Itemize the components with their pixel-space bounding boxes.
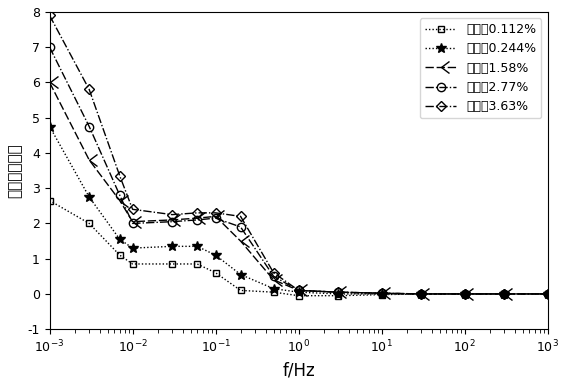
- 含水率1.58%: [295, 288, 302, 293]
- Line: 含水率1.58%: 含水率1.58%: [44, 77, 553, 300]
- 含水率3.63%: [117, 174, 123, 178]
- 含水率0.244%: [544, 291, 551, 296]
- 含水率3.63%: [335, 290, 342, 295]
- 含水率2.77%: [544, 291, 551, 296]
- 含水率0.244%: [418, 291, 424, 296]
- 含水率0.112%: [117, 253, 123, 257]
- Legend: 含水率0.112%, 含水率0.244%, 含水率1.58%, 含水率2.77%, 含水率3.63%: 含水率0.112%, 含水率0.244%, 含水率1.58%, 含水率2.77%…: [420, 18, 541, 118]
- Line: 含水率0.244%: 含水率0.244%: [45, 122, 552, 299]
- X-axis label: f/Hz: f/Hz: [282, 361, 315, 379]
- Line: 含水率2.77%: 含水率2.77%: [45, 43, 552, 298]
- 含水率1.58%: [169, 218, 175, 222]
- 含水率0.112%: [129, 262, 136, 266]
- 含水率0.112%: [194, 262, 200, 266]
- 含水率1.58%: [544, 291, 551, 296]
- 含水率2.77%: [295, 288, 302, 293]
- 含水率0.112%: [335, 293, 342, 298]
- 含水率0.112%: [169, 262, 175, 266]
- 含水率1.58%: [212, 214, 219, 219]
- 含水率3.63%: [212, 210, 219, 215]
- 含水率3.63%: [46, 13, 53, 18]
- 含水率3.63%: [418, 291, 424, 296]
- 含水率1.58%: [418, 291, 424, 296]
- 含水率0.244%: [129, 246, 136, 251]
- 含水率3.63%: [169, 212, 175, 217]
- 含水率3.63%: [461, 291, 468, 296]
- 含水率3.63%: [129, 207, 136, 212]
- 含水率1.58%: [237, 239, 244, 244]
- 含水率1.58%: [335, 290, 342, 295]
- 含水率1.58%: [501, 291, 508, 296]
- 含水率2.77%: [86, 124, 93, 129]
- 含水率0.112%: [295, 293, 302, 298]
- 含水率3.63%: [378, 291, 385, 296]
- 含水率0.112%: [86, 221, 93, 226]
- 含水率2.77%: [169, 219, 175, 224]
- 含水率0.112%: [461, 291, 468, 296]
- 含水率0.244%: [378, 291, 385, 296]
- Y-axis label: 介质损耗因数: 介质损耗因数: [7, 143, 22, 198]
- 含水率2.77%: [418, 291, 424, 296]
- 含水率3.63%: [270, 271, 277, 275]
- 含水率0.244%: [270, 286, 277, 291]
- 含水率2.77%: [237, 225, 244, 229]
- 含水率3.63%: [194, 210, 200, 215]
- 含水率0.244%: [86, 195, 93, 199]
- 含水率0.244%: [212, 253, 219, 257]
- 含水率2.77%: [501, 291, 508, 296]
- 含水率0.244%: [295, 290, 302, 295]
- 含水率3.63%: [86, 87, 93, 92]
- 含水率2.77%: [117, 193, 123, 198]
- 含水率1.58%: [86, 157, 93, 162]
- 含水率1.58%: [270, 278, 277, 282]
- Line: 含水率3.63%: 含水率3.63%: [46, 12, 551, 297]
- 含水率1.58%: [46, 80, 53, 85]
- Line: 含水率0.112%: 含水率0.112%: [46, 197, 551, 299]
- 含水率0.112%: [418, 291, 424, 296]
- 含水率2.77%: [335, 290, 342, 295]
- 含水率2.77%: [46, 45, 53, 49]
- 含水率3.63%: [295, 288, 302, 293]
- 含水率2.77%: [212, 216, 219, 220]
- 含水率3.63%: [237, 214, 244, 219]
- 含水率2.77%: [461, 291, 468, 296]
- 含水率0.112%: [212, 271, 219, 275]
- 含水率0.112%: [237, 288, 244, 293]
- 含水率3.63%: [501, 291, 508, 296]
- 含水率0.244%: [46, 124, 53, 129]
- 含水率0.112%: [270, 290, 277, 295]
- 含水率1.58%: [117, 198, 123, 203]
- 含水率2.77%: [194, 218, 200, 222]
- 含水率1.58%: [378, 291, 385, 296]
- 含水率2.77%: [378, 291, 385, 296]
- 含水率2.77%: [129, 221, 136, 226]
- 含水率0.244%: [194, 244, 200, 249]
- 含水率0.244%: [237, 272, 244, 277]
- 含水率0.112%: [501, 291, 508, 296]
- 含水率0.112%: [378, 292, 385, 297]
- 含水率0.244%: [461, 291, 468, 296]
- 含水率2.77%: [270, 274, 277, 279]
- 含水率1.58%: [194, 216, 200, 220]
- 含水率0.112%: [46, 198, 53, 203]
- 含水率0.112%: [544, 291, 551, 296]
- 含水率1.58%: [461, 291, 468, 296]
- 含水率0.244%: [501, 291, 508, 296]
- 含水率0.244%: [169, 244, 175, 249]
- 含水率1.58%: [129, 219, 136, 224]
- 含水率3.63%: [544, 291, 551, 296]
- 含水率0.244%: [335, 291, 342, 296]
- 含水率0.244%: [117, 237, 123, 242]
